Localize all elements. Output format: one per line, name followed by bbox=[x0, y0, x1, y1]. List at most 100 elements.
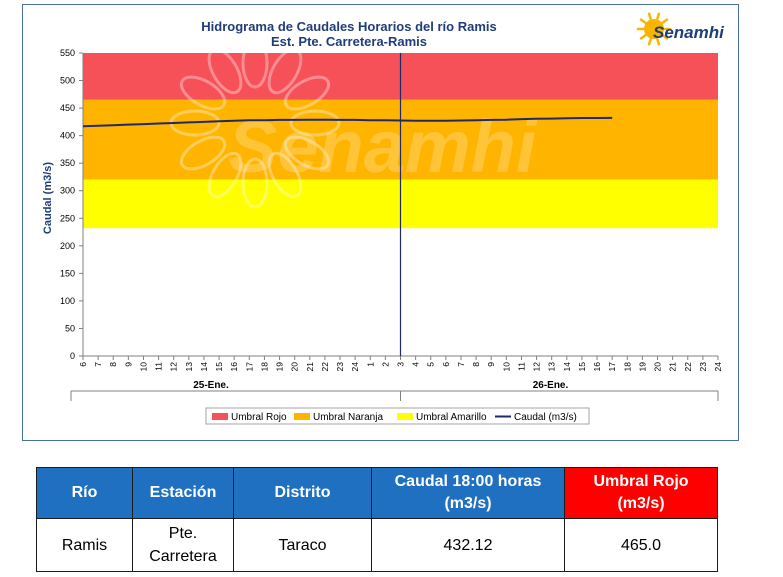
x-tick-label: 5 bbox=[426, 362, 436, 367]
y-tick-label: 450 bbox=[60, 103, 75, 113]
x-tick-label: 24 bbox=[713, 362, 723, 372]
logo-ray bbox=[656, 12, 661, 20]
x-tick-label: 21 bbox=[305, 362, 315, 372]
x-tick-label: 6 bbox=[441, 362, 451, 367]
x-tick-label: 10 bbox=[501, 362, 511, 372]
y-tick-label: 300 bbox=[60, 186, 75, 196]
watermark-ray bbox=[207, 47, 243, 95]
x-tick-label: 21 bbox=[668, 362, 678, 372]
y-tick-label: 150 bbox=[60, 268, 75, 278]
watermark-text: Senamhi bbox=[228, 105, 538, 188]
watermark-ray bbox=[267, 47, 303, 95]
x-tick-label: 24 bbox=[350, 362, 360, 372]
y-tick-label: 50 bbox=[65, 323, 75, 333]
header-distrito: Distrito bbox=[233, 467, 372, 519]
x-tick-label: 1 bbox=[365, 362, 375, 367]
chart-title-line2: Est. Pte. Carretera-Ramis bbox=[271, 34, 427, 49]
logo-sun-icon bbox=[644, 19, 664, 39]
legend-label: Umbral Naranja bbox=[313, 412, 383, 423]
table-header-row: Río Estación Distrito Caudal 18:00 horas… bbox=[36, 467, 718, 519]
x-tick-label: 18 bbox=[259, 362, 269, 372]
cell-distrito: Taraco bbox=[233, 518, 372, 572]
y-tick-label: 250 bbox=[60, 213, 75, 223]
x-tick-label: 12 bbox=[169, 362, 179, 372]
x-tick-label: 18 bbox=[622, 362, 632, 372]
legend-swatch bbox=[212, 413, 228, 420]
x-tick-label: 9 bbox=[486, 362, 496, 367]
x-tick-label: 17 bbox=[244, 362, 254, 372]
x-tick-label: 2 bbox=[380, 362, 390, 367]
x-tick-label: 10 bbox=[138, 362, 148, 372]
x-tick-label: 11 bbox=[516, 362, 526, 371]
day-labels: 25-Ene. 26-Ene. bbox=[70, 380, 719, 401]
legend-swatch bbox=[397, 413, 413, 420]
x-tick-label: 17 bbox=[607, 362, 617, 372]
legend: Umbral Rojo Umbral Naranja Umbral Amarillo… bbox=[205, 407, 590, 425]
x-tick-label: 16 bbox=[592, 362, 602, 372]
x-ticks: 6 7 8 9 10 11 12 13 14 15 16 17 18 19 20 21 22 23 24 1 2 3 4 5 6… bbox=[78, 356, 723, 371]
logo-ray bbox=[647, 38, 652, 46]
x-tick-label: 6 bbox=[78, 362, 88, 367]
senamhi-logo: Senamhi bbox=[636, 12, 725, 46]
x-tick-label: 7 bbox=[456, 362, 466, 367]
logo-ray bbox=[647, 12, 652, 20]
watermark-ray bbox=[179, 75, 227, 111]
logo-ray bbox=[639, 34, 647, 40]
x-tick-label: 8 bbox=[471, 362, 481, 367]
x-tick-label: 12 bbox=[532, 362, 542, 372]
legend-label: Umbral Amarillo bbox=[416, 412, 487, 423]
y-tick-label: 500 bbox=[60, 76, 75, 86]
caudal-line bbox=[82, 116, 613, 128]
station-info-table: Río Estación Distrito Caudal 18:00 horas… bbox=[36, 467, 718, 572]
logo-ray bbox=[661, 18, 669, 24]
watermark-ray bbox=[241, 37, 269, 89]
cell-caudal: 432.12 bbox=[371, 518, 565, 572]
x-tick-label: 15 bbox=[577, 362, 587, 372]
cell-estacion: Pte. Carretera bbox=[132, 518, 234, 572]
watermark-ray bbox=[179, 135, 227, 171]
plot-area: Senamhi 05010015020025030035040045050055… bbox=[60, 37, 723, 371]
logo-ray bbox=[639, 18, 647, 24]
watermark-ray bbox=[283, 135, 331, 171]
watermark-ray bbox=[207, 151, 243, 199]
x-tick-label: 4 bbox=[411, 362, 421, 367]
watermark-ray bbox=[241, 157, 269, 209]
x-tick-label: 22 bbox=[683, 362, 693, 372]
header-caudal: Caudal 18:00 horas (m3/s) bbox=[371, 467, 565, 519]
x-tick-label: 14 bbox=[562, 362, 572, 372]
x-tick-label: 22 bbox=[320, 362, 330, 372]
x-tick-label: 14 bbox=[199, 362, 209, 372]
x-tick-label: 20 bbox=[290, 362, 300, 372]
logo-ray bbox=[656, 38, 661, 46]
y-axis-label: Caudal (m3/s) bbox=[42, 162, 54, 234]
cell-rio: Ramis bbox=[36, 518, 133, 572]
day-label: 26-Ene. bbox=[533, 380, 569, 391]
y-ticks: 0 50 100 150 200 250 300 350 400 450 500 550 bbox=[60, 48, 83, 361]
table-row: Ramis Pte. Carretera Taraco 432.12 465.0 bbox=[36, 518, 718, 572]
watermark-ray bbox=[283, 75, 331, 111]
cell-umbral-rojo: 465.0 bbox=[564, 518, 718, 572]
x-tick-label: 16 bbox=[229, 362, 239, 372]
header-umbral-rojo: Umbral Rojo (m3/s) bbox=[564, 467, 718, 519]
x-tick-label: 13 bbox=[547, 362, 557, 372]
legend-label: Umbral Rojo bbox=[231, 412, 287, 423]
watermark-ray bbox=[289, 109, 341, 137]
x-tick-label: 23 bbox=[698, 362, 708, 372]
y-tick-label: 200 bbox=[60, 241, 75, 251]
legend-label: Caudal (m3/s) bbox=[514, 412, 577, 423]
series bbox=[82, 116, 613, 128]
chart-title-line1: Hidrograma de Caudales Horarios del río … bbox=[201, 19, 496, 34]
y-tick-label: 400 bbox=[60, 131, 75, 141]
x-tick-label: 19 bbox=[275, 362, 285, 372]
hydrograph-chart: Hidrograma de Caudales Horarios del río … bbox=[22, 4, 739, 441]
watermark-sun-icon bbox=[169, 37, 341, 209]
x-tick-label: 20 bbox=[653, 362, 663, 372]
y-tick-label: 0 bbox=[70, 351, 75, 361]
y-tick-label: 100 bbox=[60, 296, 75, 306]
x-tick-label: 7 bbox=[93, 362, 103, 367]
y-tick-label: 350 bbox=[60, 158, 75, 168]
header-rio: Río bbox=[36, 467, 133, 519]
legend-swatch bbox=[294, 413, 310, 420]
y-tick-label: 550 bbox=[60, 48, 75, 58]
x-tick-label: 13 bbox=[184, 362, 194, 372]
